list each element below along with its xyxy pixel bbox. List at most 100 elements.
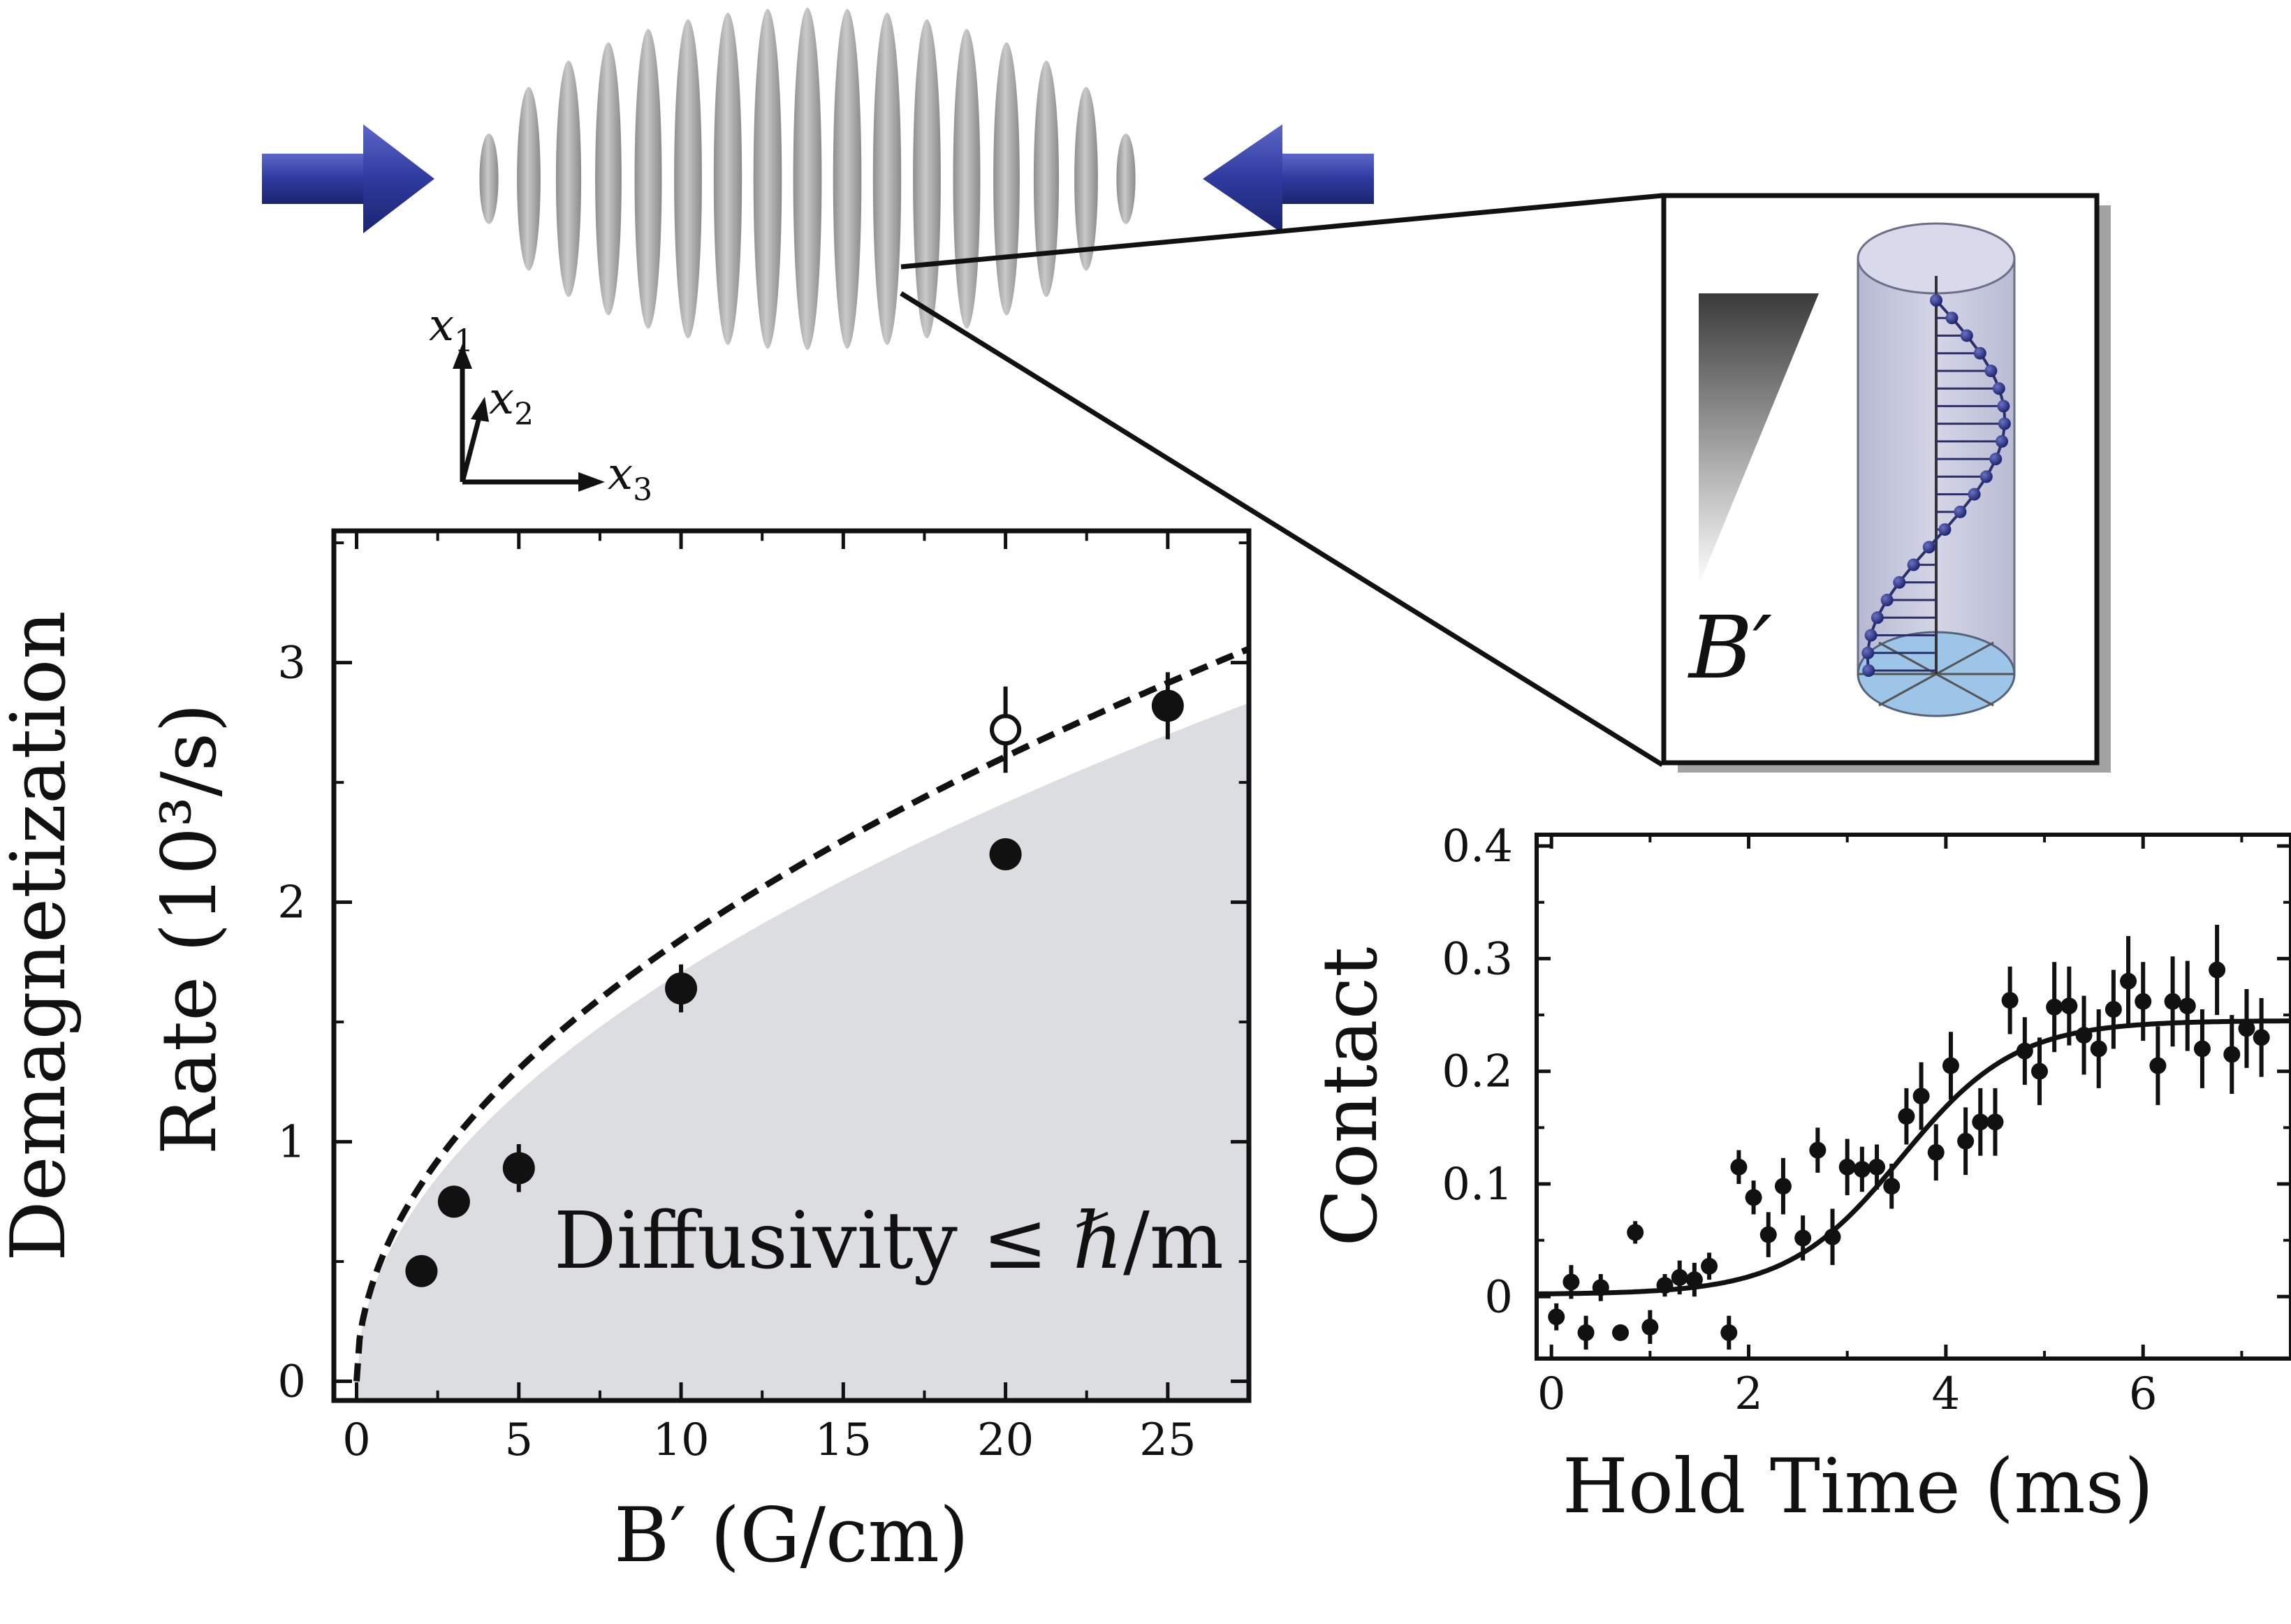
fit-curve-dashed — [353, 645, 1249, 1382]
data-point — [1912, 1088, 1930, 1105]
spin-head — [1862, 664, 1875, 677]
diffusivity-annotation: Diffusivity ≤ ℏ/m — [554, 1196, 1224, 1287]
x-tick-label: 20 — [977, 1414, 1034, 1466]
lattice-pancake — [674, 19, 702, 339]
spin-head — [1922, 541, 1935, 554]
x-tick-label: 5 — [504, 1414, 533, 1466]
data-point — [2164, 993, 2181, 1010]
contact-xlabel: Hold Time (ms) — [1562, 1443, 2154, 1530]
data-point — [1577, 1324, 1595, 1341]
data-point — [1809, 1141, 1827, 1159]
x-tick-label: 0 — [1537, 1368, 1566, 1420]
x-tick-label: 0 — [342, 1414, 371, 1466]
y-tick-label: 0 — [1484, 1271, 1513, 1323]
data-point — [1548, 1308, 1565, 1326]
axis-label-x3: x3 — [608, 448, 652, 508]
data-point — [2016, 1042, 2033, 1060]
x-tick-label: 25 — [1139, 1414, 1196, 1466]
data-point — [1986, 1113, 2004, 1131]
data-point — [2075, 1027, 2093, 1044]
lattice-pancake — [833, 8, 862, 349]
data-point — [2001, 992, 2019, 1009]
y-tick-label: 0.3 — [1442, 933, 1513, 985]
lattice-pancake — [1074, 87, 1098, 271]
lattice-pancake — [479, 133, 499, 224]
data-point — [2238, 1020, 2255, 1037]
data-point — [2031, 1062, 2048, 1080]
spin-head — [1938, 523, 1952, 536]
data-point — [405, 1254, 438, 1287]
y-tick-label: 2 — [277, 877, 306, 929]
spin-head — [1960, 329, 1973, 342]
contact-ylabel: Contact — [1307, 947, 1394, 1247]
data-point — [1838, 1158, 1856, 1176]
data-point — [1720, 1324, 1738, 1341]
x-tick-label: 6 — [2129, 1368, 2158, 1420]
lattice-pancake — [993, 42, 1020, 316]
data-point — [1942, 1057, 1959, 1074]
data-point — [437, 1185, 470, 1218]
spin-head — [1992, 382, 2005, 395]
data-point — [2179, 997, 2196, 1015]
data-point — [665, 972, 698, 1005]
spin-head — [1907, 558, 1920, 571]
data-point — [1774, 1178, 1792, 1195]
y-tick-label: 0.2 — [1442, 1046, 1513, 1098]
spin-head — [1945, 312, 1959, 325]
data-point — [1868, 1158, 1886, 1176]
data-point — [2193, 1040, 2211, 1058]
spin-head — [1973, 346, 1986, 360]
data-point — [2120, 972, 2137, 990]
y-tick-label: 3 — [277, 638, 306, 689]
spin-head — [1997, 400, 2010, 413]
axis-label-x2: x2 — [489, 373, 534, 432]
gradient-wedge-icon — [1699, 293, 1819, 585]
helix-envelope — [1866, 299, 2006, 671]
y-tick-label: 1 — [277, 1117, 306, 1169]
data-point — [989, 838, 1022, 871]
contact-plot-area: 0 2 4 6 0 0.1 0.2 0.3 0.4 — [1442, 821, 2291, 1420]
data-point — [1656, 1277, 1674, 1294]
fit-curve — [1537, 1018, 2291, 1296]
y-tick-label: 0 — [277, 1356, 306, 1408]
data-point — [2149, 1057, 2167, 1074]
spin-head — [1880, 594, 1894, 607]
lattice-pancake — [793, 8, 822, 350]
bound-shaded-region — [356, 703, 1249, 1400]
demag-ylabel-line2: Rate (10³/s) — [146, 703, 233, 1155]
demag-ylabel-line1: Demagnetization — [0, 610, 82, 1261]
coordinate-axes-icon — [453, 344, 605, 492]
lattice-pancake — [1116, 133, 1136, 224]
data-point — [2090, 1040, 2107, 1058]
x-tick-label: 2 — [1734, 1368, 1763, 1420]
data-point — [1824, 1228, 1841, 1245]
data-point — [1671, 1268, 1688, 1286]
x-tick-label: 15 — [815, 1414, 872, 1466]
right-beam-arrow-icon — [1203, 124, 1374, 233]
spin-head — [1861, 646, 1875, 659]
y-tick-label: 0.4 — [1442, 821, 1513, 872]
spin-head — [1979, 470, 1993, 483]
data-point — [1883, 1178, 1901, 1195]
data-point — [1685, 1271, 1703, 1289]
spin-head — [1998, 417, 2011, 430]
data-point — [2105, 1001, 2122, 1018]
data-point — [1853, 1161, 1871, 1178]
data-point — [1592, 1279, 1609, 1296]
data-point — [502, 1152, 535, 1185]
lattice-pancake — [913, 19, 941, 339]
demagnetization-plot-area: 0 5 10 15 20 25 0 1 2 3 — [277, 528, 1252, 1466]
spin-head — [1930, 294, 1942, 307]
spin-head — [1984, 364, 1998, 377]
data-point — [1972, 1113, 1989, 1131]
y-tick-label: 0.1 — [1442, 1159, 1513, 1210]
data-point — [2253, 1029, 2270, 1046]
data-point — [1701, 1257, 1718, 1275]
inset-spin-helix: B′ — [1661, 193, 2111, 773]
plot-frame — [331, 528, 1252, 1403]
data-point — [1612, 1324, 1629, 1341]
contact-chart: 0 2 4 6 0 0.1 0.2 0.3 0.4 Contact Hold Time (ms) — [1307, 821, 2291, 1530]
data-point — [1759, 1226, 1777, 1243]
data-point — [1151, 689, 1184, 722]
data-point — [1641, 1318, 1659, 1336]
